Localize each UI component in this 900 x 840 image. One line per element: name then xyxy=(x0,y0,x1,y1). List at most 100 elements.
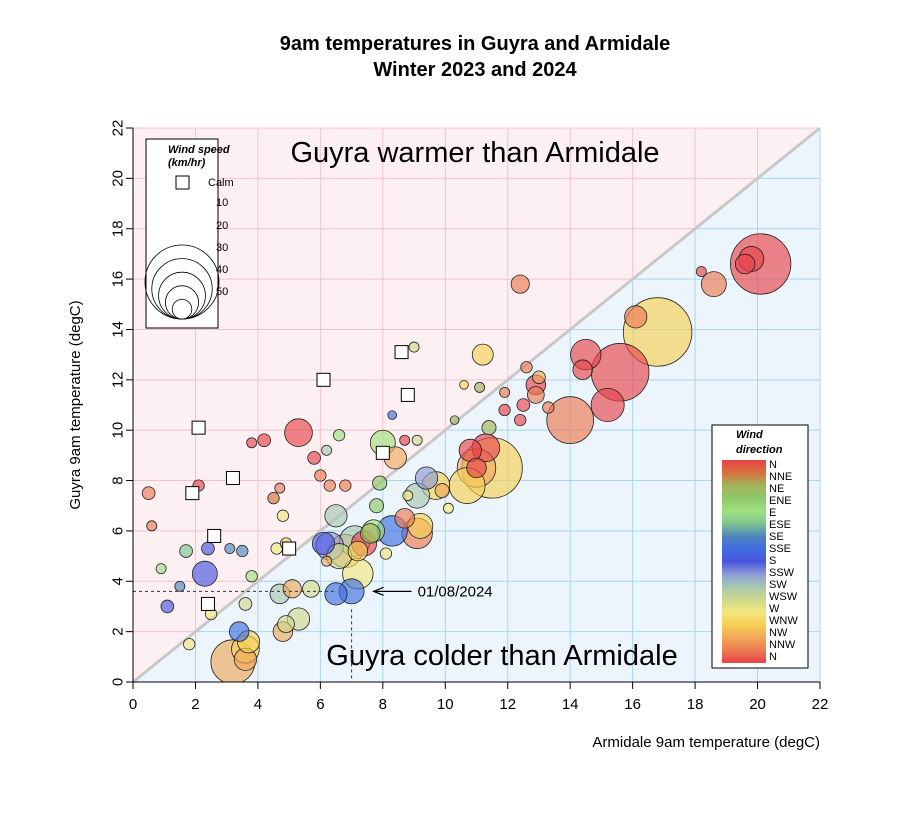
data-point xyxy=(224,543,236,554)
data-point xyxy=(314,469,327,482)
color-legend-label: S xyxy=(769,555,776,567)
data-point xyxy=(276,509,290,522)
data-point xyxy=(466,457,487,479)
color-legend-label: W xyxy=(769,603,780,615)
y-tick-label: 4 xyxy=(110,577,127,585)
data-point xyxy=(734,253,756,275)
data-point xyxy=(532,370,546,385)
calm-point xyxy=(200,596,215,611)
calm-point xyxy=(207,528,222,543)
calm-point xyxy=(394,345,409,360)
x-tick-label: 22 xyxy=(812,696,829,713)
color-legend-label: ESE xyxy=(769,519,791,531)
data-point xyxy=(590,387,625,422)
calm-point xyxy=(316,372,331,387)
reference-line-y-equals-x xyxy=(132,126,821,684)
data-point xyxy=(321,555,333,567)
region-label-colder: Guyra colder than Armidale xyxy=(326,640,677,672)
data-point xyxy=(324,582,348,606)
color-legend-label: SE xyxy=(769,531,784,543)
y-tick-label: 0 xyxy=(110,678,127,686)
color-legend-label: ENE xyxy=(769,495,792,507)
data-point xyxy=(267,492,280,505)
data-point xyxy=(414,466,439,490)
data-point xyxy=(246,437,258,449)
data-point xyxy=(526,386,545,404)
data-point xyxy=(339,479,352,492)
size-legend-calm-square xyxy=(175,175,190,190)
color-legend-label: WNW xyxy=(769,615,798,627)
y-tick-label: 20 xyxy=(110,170,127,187)
data-point xyxy=(347,540,369,562)
data-point xyxy=(624,305,648,329)
data-point xyxy=(360,523,381,544)
data-point xyxy=(442,502,454,514)
data-point xyxy=(449,415,460,425)
data-point xyxy=(402,490,414,502)
calm-point xyxy=(282,541,297,556)
data-point xyxy=(307,451,321,465)
color-legend: Wind direction NNNENEENEEESESESSESSSWSWW… xyxy=(711,424,809,669)
data-point xyxy=(274,482,286,494)
x-tick-label: 16 xyxy=(624,696,641,713)
calm-point xyxy=(400,387,415,402)
data-point xyxy=(572,359,593,380)
data-point xyxy=(387,410,397,420)
data-point xyxy=(146,520,158,532)
y-tick-label: 12 xyxy=(110,371,127,388)
size-legend: Wind speed (km/hr) Calm 10 20 30 40 50 xyxy=(144,138,234,329)
color-legend-label: SW xyxy=(769,579,787,591)
x-tick-label: 6 xyxy=(316,696,324,713)
data-point xyxy=(510,274,530,294)
size-legend-label: 40 xyxy=(216,264,228,276)
data-point xyxy=(179,544,193,558)
data-point xyxy=(546,396,594,444)
color-legend-label: N xyxy=(769,651,777,663)
data-point xyxy=(323,479,336,492)
color-legend-label: WSW xyxy=(769,591,798,603)
color-legend-label: NNW xyxy=(769,639,796,651)
data-point xyxy=(284,418,313,447)
data-point xyxy=(160,599,175,614)
annotation-label: 01/08/2024 xyxy=(418,583,493,600)
size-legend-label: 50 xyxy=(216,286,228,298)
calm-point xyxy=(375,445,390,460)
x-tick-label: 2 xyxy=(191,696,199,713)
data-point xyxy=(379,547,393,560)
x-tick-label: 18 xyxy=(687,696,704,713)
data-point xyxy=(394,508,415,529)
size-legend-label: 10 xyxy=(216,197,228,209)
color-legend-label: N xyxy=(769,459,777,471)
data-point xyxy=(542,401,555,414)
data-point xyxy=(324,504,348,528)
data-point xyxy=(411,434,423,446)
data-point xyxy=(514,413,527,427)
y-tick-label: 18 xyxy=(110,220,127,237)
data-point xyxy=(499,386,511,398)
data-point xyxy=(434,483,450,499)
y-tick-label: 2 xyxy=(110,627,127,635)
data-point xyxy=(399,434,411,446)
x-tick-label: 10 xyxy=(437,696,454,713)
data-point xyxy=(191,560,218,587)
color-legend-label: E xyxy=(769,507,776,519)
x-tick-label: 14 xyxy=(562,696,579,713)
data-point xyxy=(321,444,333,456)
y-tick-label: 6 xyxy=(110,527,127,535)
y-tick-label: 22 xyxy=(110,120,127,137)
chart-title: 9am temperatures in Guyra and Armidale xyxy=(280,33,671,55)
data-point xyxy=(183,638,196,651)
data-point xyxy=(277,615,295,633)
data-point xyxy=(228,621,250,642)
size-legend-circle xyxy=(144,244,220,320)
data-point xyxy=(245,570,258,583)
x-tick-label: 20 xyxy=(749,696,766,713)
size-legend-label: 20 xyxy=(216,220,228,232)
x-axis-label: Armidale 9am temperature (degC) xyxy=(592,734,820,751)
data-point xyxy=(302,579,320,598)
y-tick-label: 8 xyxy=(110,476,127,484)
x-tick-label: 8 xyxy=(379,696,387,713)
size-legend-title-2: (km/hr) xyxy=(168,157,206,169)
data-point xyxy=(141,486,156,500)
